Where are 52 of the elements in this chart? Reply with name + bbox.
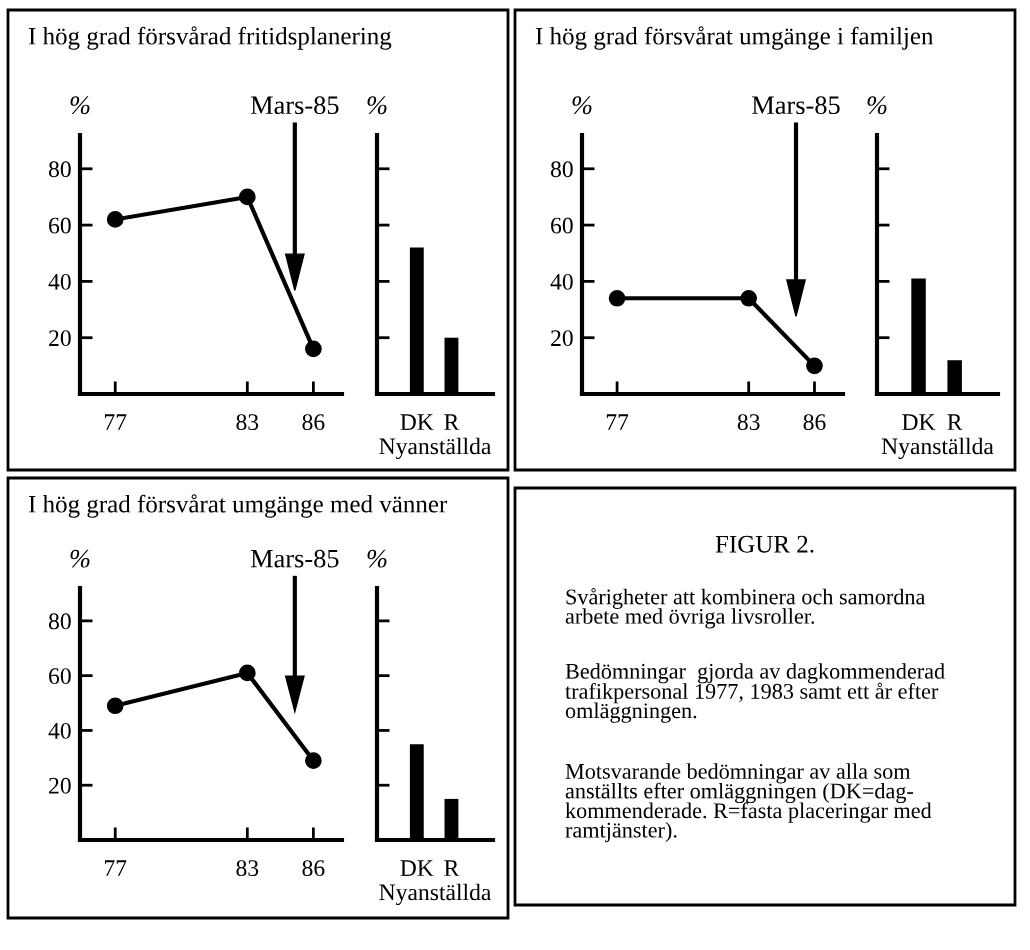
y-tick-label: 40 (48, 722, 71, 739)
y-axis-title: % (367, 549, 387, 568)
x-tick-label: 83 (236, 414, 259, 431)
y-tick-label: 80 (550, 161, 573, 178)
point (238, 664, 256, 682)
x-tick-label: 77 (104, 414, 127, 430)
text: Mars-85 (250, 549, 339, 568)
chart-title: I hög grad försvårat umgänge med vänner (28, 494, 448, 518)
x-axis-title: Nyanställda (881, 437, 994, 460)
x-tick-label: 86 (302, 414, 325, 431)
text: Bedömningar gjorda av dagkommenderad trafikpersonal 1977, 1983 samt ett år efter omläggningen. (565, 663, 945, 723)
x-tick-label: 77 (104, 860, 127, 876)
text: Mars-85 (752, 96, 840, 115)
text: Mars-85 (250, 96, 339, 115)
y-tick-label: 40 (550, 273, 573, 290)
y-axis-title: % (70, 549, 90, 568)
x-tick-label: DK (400, 414, 434, 430)
y-tick-label: 60 (551, 217, 573, 234)
x-tick-label: R (947, 414, 963, 430)
chart-title: I hög grad försvårat umgänge i familjen (535, 26, 934, 50)
y-tick-label: 60 (49, 217, 71, 234)
y-tick-label: 20 (551, 330, 573, 347)
y-tick-label: 80 (48, 161, 71, 178)
text: FIGUR 2. (715, 535, 814, 553)
point (106, 697, 124, 715)
y-axis-title: % (572, 96, 592, 115)
point (305, 752, 322, 769)
y-tick-label: 20 (49, 330, 71, 347)
text: Svårigheter att kombinera och samordna arbete med övriga livsroller. (565, 588, 926, 629)
x-tick-label: 86 (803, 414, 826, 431)
y-axis-title: % (367, 96, 387, 115)
x-tick-label: 83 (737, 414, 760, 431)
x-tick-label: 83 (236, 860, 259, 877)
x-tick-label: DK (902, 414, 936, 430)
x-tick-label: DK (400, 860, 434, 876)
y-tick-label: 20 (49, 777, 71, 794)
text: Motsvarande bedömningar av alla som anställts efter omläggningen (DK=dag- kommenderade. R=fasta placeringar med ramtjänster). (565, 763, 932, 843)
point (305, 340, 322, 358)
x-axis-title: Nyanställda (379, 437, 492, 460)
y-tick-label: 60 (49, 668, 71, 685)
x-tick-label: R (444, 860, 460, 876)
point (106, 211, 124, 228)
chart-title: I hög grad försvårad fritidsplanering (28, 26, 392, 50)
y-axis-title: % (70, 96, 90, 115)
x-tick-label: 86 (302, 860, 325, 877)
point (238, 188, 256, 206)
y-axis-title: % (867, 96, 887, 115)
x-tick-label: R (444, 414, 460, 430)
y-tick-label: 80 (48, 613, 71, 630)
y-tick-label: 40 (48, 273, 71, 290)
x-axis-title: Nyanställda (379, 883, 492, 906)
x-tick-label: 77 (606, 414, 629, 430)
